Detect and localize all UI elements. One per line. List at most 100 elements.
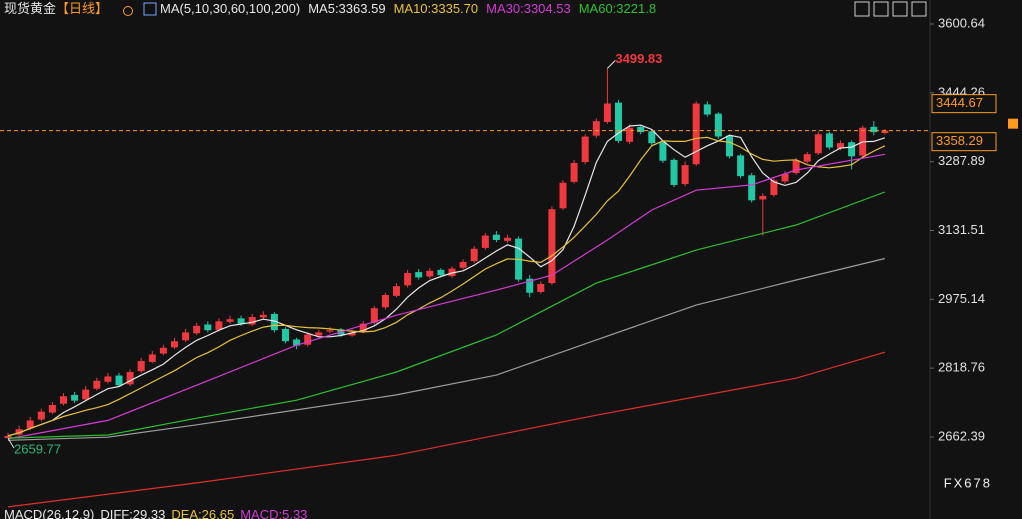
candle-body [282, 328, 289, 342]
candle-body [60, 396, 67, 404]
candle-body [825, 133, 833, 148]
candle-body [792, 160, 800, 174]
high-pointer [607, 60, 616, 69]
candle-body [737, 155, 745, 177]
candle-body [226, 319, 234, 322]
candle-body [615, 102, 622, 141]
ma-line [7, 191, 886, 439]
header-text: 现货黄金【日线】 [4, 1, 108, 16]
candle-body [726, 135, 733, 157]
candle-body [326, 330, 334, 332]
candle-body [126, 372, 134, 385]
candle-body [703, 104, 711, 115]
macd-item: DEA:26.65 [171, 507, 234, 519]
candle-body [215, 321, 223, 330]
candle-body [803, 154, 811, 162]
y-tick-label: 3600.64 [938, 15, 985, 30]
legend-entry: MA5:3363.59 [308, 1, 385, 16]
candle-body [71, 394, 79, 401]
candle-body [159, 347, 167, 354]
candle-body [714, 113, 722, 137]
legend-entry: MA30:3304.53 [486, 1, 571, 16]
legend-entry: MA60:3221.8 [579, 1, 656, 16]
candle-body [670, 159, 678, 185]
tool-icon[interactable] [892, 1, 908, 17]
candle-body [137, 361, 145, 372]
candle-body [82, 389, 90, 400]
candle-body [148, 354, 156, 362]
ma-line [7, 124, 886, 437]
candle-body [315, 332, 323, 336]
candle-body [637, 126, 645, 133]
price-tag-label: 3358.29 [936, 133, 983, 148]
candle-body [592, 121, 600, 136]
candle-body [603, 103, 611, 123]
candle-body [559, 182, 567, 209]
candle-body [448, 268, 456, 277]
period: 【日线】 [56, 1, 108, 16]
candle-body [426, 270, 434, 277]
candle-body [93, 380, 101, 389]
candle-body [648, 131, 656, 144]
candle-body [270, 313, 278, 331]
candle-body [348, 332, 356, 336]
candle-body [837, 143, 844, 149]
macd-text: MACD(26,12,9) DIFF:29.33 DEA:26.65 MACD:5.3… [4, 507, 307, 519]
y-tick-label: 2818.76 [938, 360, 985, 375]
watermark: FX678 [944, 475, 992, 490]
low-label: 2659.77 [14, 442, 61, 457]
candle-body [15, 429, 23, 435]
y-tick-label: 2975.14 [938, 291, 985, 306]
candle-body [171, 341, 178, 348]
candle-body [381, 294, 389, 308]
candle-body [393, 286, 400, 296]
candle-body [881, 130, 889, 134]
price-marker [1008, 118, 1018, 129]
price-tag [931, 94, 997, 114]
macd-item: MACD:5.33 [240, 507, 307, 519]
toolbar [854, 1, 927, 17]
candle-body [248, 317, 256, 325]
candle-body [870, 126, 878, 133]
tool-icon[interactable] [854, 1, 870, 17]
candle-body [537, 283, 545, 292]
candle-body [681, 165, 689, 185]
header: 现货黄金【日线】 MA(5,10,30,60,100,200) MA5:3363.5… [4, 1, 656, 16]
candle-body [548, 209, 556, 284]
candle-body [459, 261, 467, 268]
candle-body [259, 314, 267, 318]
candle-body [48, 405, 56, 413]
ma-line [7, 153, 886, 440]
candle-body [570, 162, 578, 182]
candle-body [848, 142, 856, 157]
candle-body [470, 248, 478, 262]
ma-line [7, 257, 886, 441]
candle-body [481, 235, 489, 248]
candle-body [359, 323, 367, 332]
candle-body [781, 173, 789, 182]
candle-body [182, 332, 190, 341]
candle-body [692, 103, 700, 165]
candle-body [770, 180, 778, 196]
candle-body [104, 376, 112, 382]
candle-body [437, 269, 445, 276]
candle-body [504, 237, 511, 241]
candle-body [4, 435, 12, 439]
legend-entry: MA10:3335.70 [394, 1, 479, 16]
tool-icon[interactable] [911, 1, 927, 17]
macd-item: DIFF:29.33 [100, 507, 165, 519]
y-tick-label: 3287.89 [938, 153, 985, 168]
price-tag [931, 132, 997, 152]
candle-body [304, 334, 312, 345]
candle-body [415, 272, 423, 278]
tool-icon[interactable] [873, 1, 889, 17]
y-tick-label: 2662.39 [938, 428, 985, 443]
candle-body [748, 175, 756, 201]
candle-body [293, 339, 301, 346]
indicator: MA(5,10,30,60,100,200) [160, 1, 300, 16]
period-toggle[interactable] [123, 6, 133, 16]
instrument-name: 现货黄金 [4, 1, 56, 16]
candle-body [204, 324, 212, 331]
candle-body [237, 318, 245, 324]
